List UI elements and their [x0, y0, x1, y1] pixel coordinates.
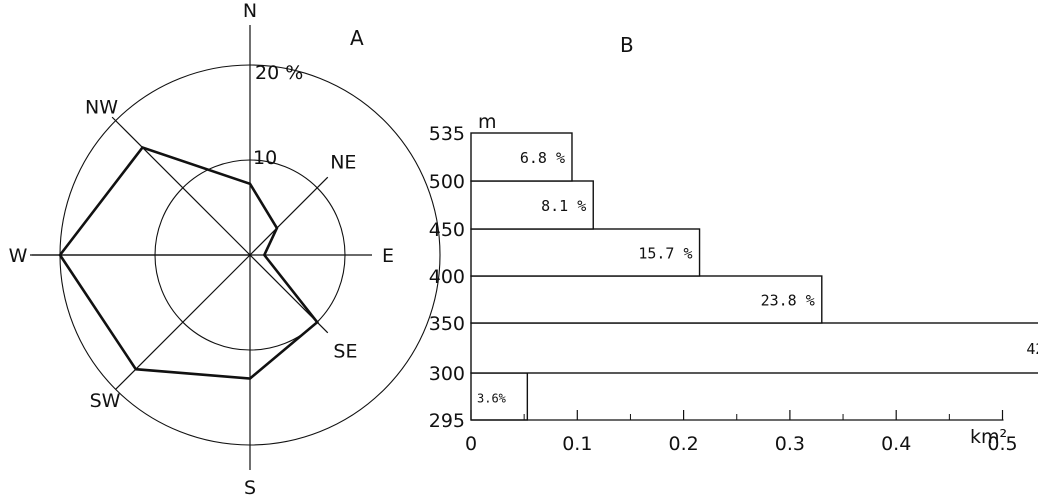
panel-label-b: B [620, 33, 634, 57]
x-tick-0.2: 0.2 [668, 433, 698, 455]
bar-label-295-300: 3.6% [477, 392, 507, 406]
x-tick-0.5: 0.5 [987, 433, 1017, 455]
y-tick-535: 535 [429, 123, 465, 145]
bar-label-300-350: 42.2 % [1026, 340, 1038, 358]
rose-axis-ne [249, 176, 329, 256]
bar-label-450-500: 8.1 % [541, 197, 586, 215]
rose-labels: N NE E SE S SW W NW 10 20 % [9, 0, 394, 495]
rose-axis-sw [115, 254, 251, 390]
direction-label-n: N [243, 0, 257, 22]
x-tick-0.3: 0.3 [775, 433, 805, 455]
panel-label-a: A [350, 26, 364, 50]
bar-295-300 [470, 372, 529, 421]
bar-marks: 3.6% 42.2 % 23.8 % 15.7 % 8.1 % 6.8 % [470, 132, 1038, 421]
rose-axes [30, 25, 372, 470]
bar-350-400 [470, 275, 823, 324]
y-tick-300: 300 [429, 363, 465, 385]
direction-label-e: E [382, 245, 394, 267]
direction-label-ne: NE [330, 152, 356, 174]
x-axis-unit: km² [970, 426, 1007, 448]
ring-label-10: 10 [253, 147, 277, 169]
y-tick-350: 350 [429, 313, 465, 335]
rose-polygon-group [58, 145, 320, 380]
bar-label-500-535: 6.8 % [520, 149, 565, 167]
y-tick-400: 400 [429, 266, 465, 288]
direction-label-s: S [244, 477, 256, 495]
bar-500-535 [470, 132, 573, 182]
wind-rose-chart: N NE E SE S SW W NW 10 20 % A [9, 0, 441, 495]
rose-axis-nw [111, 116, 251, 256]
ring-label-20: 20 % [255, 62, 303, 84]
direction-label-sw: SW [90, 390, 121, 412]
bar-axis: 295 300 350 400 450 500 535 0 0.1 0.2 0.3 0.4 0.5 [429, 123, 1018, 455]
x-tick-0.1: 0.1 [562, 433, 592, 455]
y-tick-295: 295 [429, 410, 465, 432]
bar-300-350 [470, 322, 1038, 374]
bar-label-350-400: 23.8 % [761, 292, 815, 310]
hypsometric-bar-chart: 3.6%42.2 %23.8 %15.7 %8.1 %6.8 % 2953003… [429, 33, 1038, 455]
x-tick-0.4: 0.4 [881, 433, 911, 455]
bar-450-500 [470, 180, 594, 230]
y-tick-450: 450 [429, 219, 465, 241]
direction-label-nw: NW [85, 97, 118, 119]
rose-frequency-polygon [58, 145, 320, 380]
bar-label-400-450: 15.7 % [638, 245, 692, 263]
y-axis-unit: m [478, 111, 497, 133]
y-tick-500: 500 [429, 171, 465, 193]
bar-400-450 [470, 228, 701, 277]
direction-label-w: W [9, 245, 28, 267]
direction-label-se: SE [333, 340, 357, 362]
x-tick-0: 0 [465, 433, 477, 455]
